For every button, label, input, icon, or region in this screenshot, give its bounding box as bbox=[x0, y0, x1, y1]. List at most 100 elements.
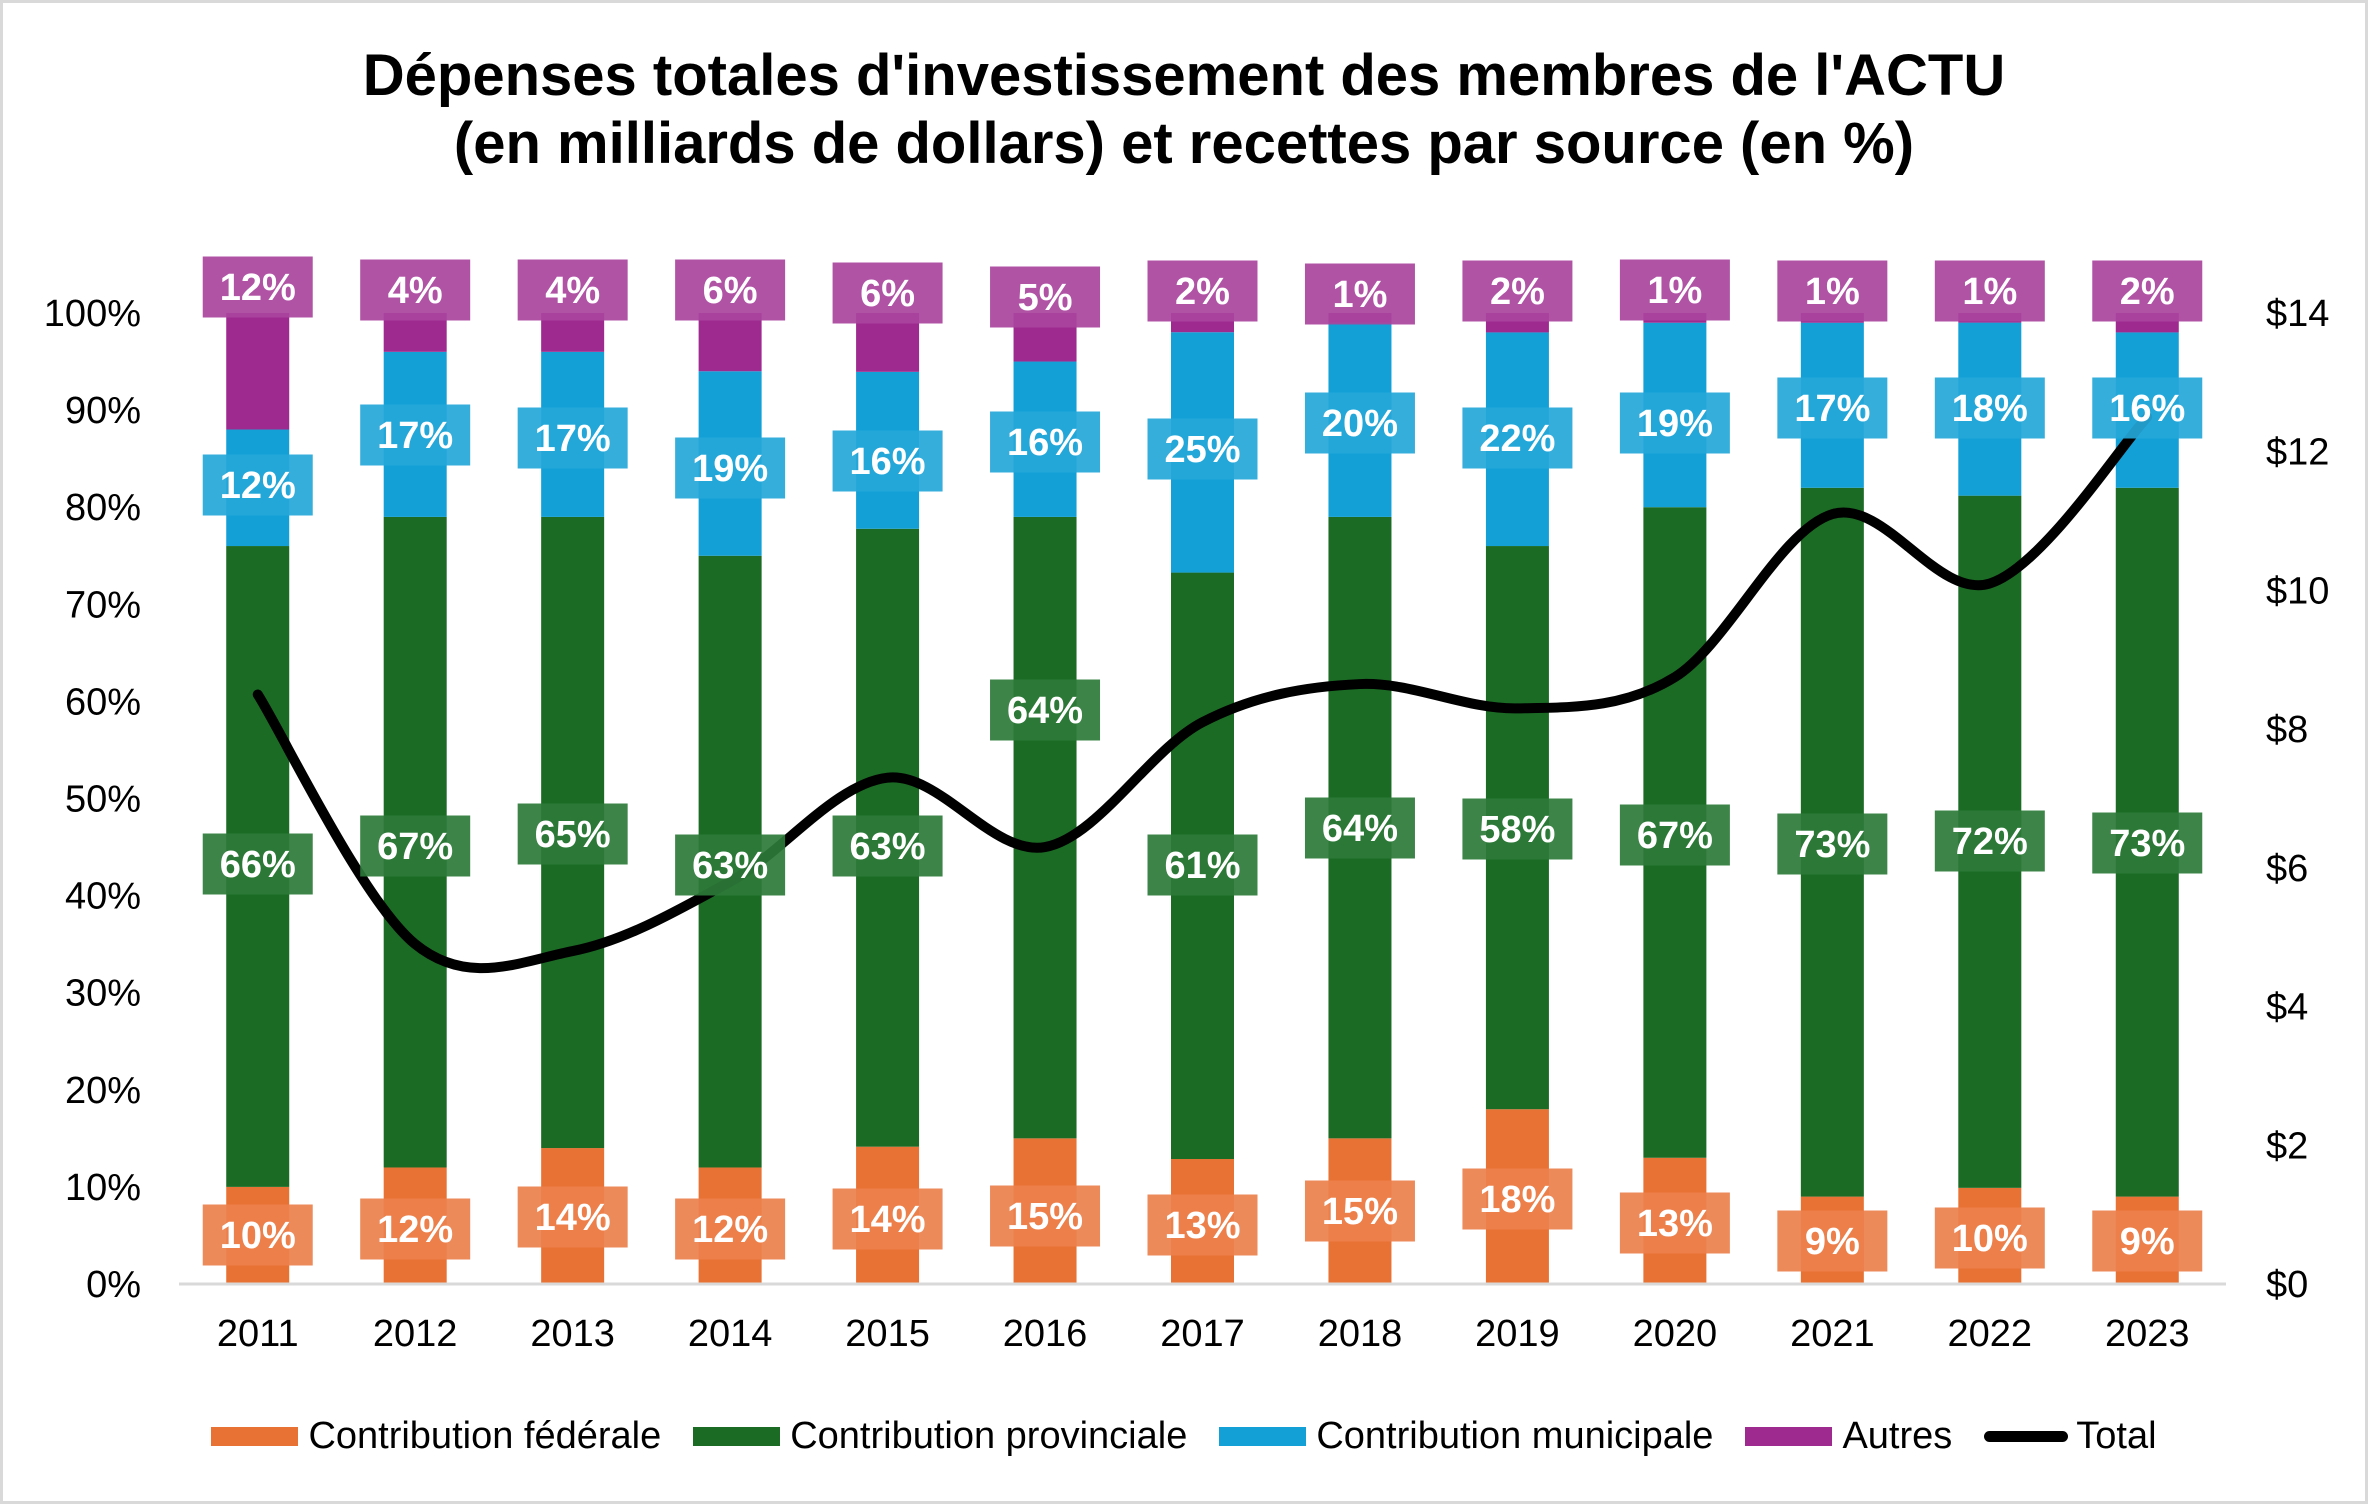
data-label-box-provincial-2020 bbox=[1619, 804, 1730, 866]
y-right-tick-label: $12 bbox=[2266, 432, 2329, 474]
data-label-other-2017: 2% bbox=[1175, 271, 1230, 313]
data-label-box-municipal-2022 bbox=[1934, 377, 2045, 439]
y-right-tick-label: $14 bbox=[2266, 293, 2329, 335]
data-label-other-2012: 4% bbox=[388, 270, 443, 312]
legend-item-total[interactable]: Total bbox=[1984, 1414, 2157, 1458]
data-label-box-municipal-2015 bbox=[832, 430, 943, 492]
data-label-box-municipal-2018 bbox=[1304, 392, 1415, 454]
y-right-tick-label: $8 bbox=[2266, 709, 2308, 751]
y-right-tick-label: $6 bbox=[2266, 848, 2308, 890]
data-label-box-other-2017 bbox=[1147, 260, 1258, 322]
data-label-provincial-2015: 63% bbox=[850, 826, 926, 868]
legend-swatch-other bbox=[1745, 1426, 1833, 1446]
data-label-federal-2020: 13% bbox=[1637, 1203, 1713, 1245]
data-label-box-federal-2018 bbox=[1304, 1180, 1415, 1242]
data-label-other-2016: 5% bbox=[1018, 277, 1073, 319]
y-left-tick-label: 30% bbox=[65, 973, 141, 1015]
data-label-box-municipal-2011 bbox=[202, 454, 313, 516]
legend-label-total: Total bbox=[2076, 1414, 2157, 1457]
y-left-tick-label: 100% bbox=[44, 293, 141, 335]
data-labels-layer: 10% 12% 14% 12% 14% 15% 13% 15% 18% 13% 9% 10% 9% 66%… bbox=[202, 256, 2203, 1272]
data-label-provincial-2023: 73% bbox=[2109, 823, 2185, 865]
data-label-box-municipal-2023 bbox=[2092, 377, 2203, 439]
total-line bbox=[252, 412, 2153, 974]
y-right-tick-label: $10 bbox=[2266, 570, 2329, 612]
y-right-tick-label: $2 bbox=[2266, 1125, 2308, 1167]
data-label-box-municipal-2014 bbox=[675, 437, 786, 499]
y-left-tick-label: 20% bbox=[65, 1070, 141, 1112]
data-label-box-provincial-2019 bbox=[1462, 798, 1573, 860]
data-label-box-other-2022 bbox=[1934, 260, 2045, 322]
x-tick-label-2014: 2014 bbox=[688, 1313, 773, 1355]
y-right-tick-label: $0 bbox=[2266, 1264, 2308, 1306]
data-label-municipal-2014: 19% bbox=[692, 448, 768, 490]
data-label-box-federal-2019 bbox=[1462, 1168, 1573, 1230]
chart-title-line-2: (en milliards de dollars) et recettes pa… bbox=[453, 111, 1915, 176]
data-label-box-municipal-2017 bbox=[1147, 418, 1258, 480]
data-label-box-municipal-2012 bbox=[360, 404, 471, 466]
data-label-federal-2014: 12% bbox=[692, 1209, 768, 1251]
data-label-box-federal-2012 bbox=[360, 1198, 471, 1260]
data-label-box-other-2019 bbox=[1462, 260, 1573, 322]
y-left-tick-label: 40% bbox=[65, 876, 141, 918]
x-tick-label-2023: 2023 bbox=[2105, 1313, 2190, 1355]
data-label-box-federal-2020 bbox=[1619, 1192, 1730, 1254]
bar-segment-provincial-2016 bbox=[1013, 516, 1077, 1139]
data-label-municipal-2021: 17% bbox=[1794, 388, 1870, 430]
data-label-box-provincial-2022 bbox=[1934, 810, 2045, 872]
x-tick-label-2012: 2012 bbox=[373, 1313, 458, 1355]
data-label-provincial-2021: 73% bbox=[1794, 824, 1870, 866]
data-label-federal-2018: 15% bbox=[1322, 1191, 1398, 1233]
y-left-tick-label: 80% bbox=[65, 487, 141, 529]
data-label-provincial-2014: 63% bbox=[692, 845, 768, 887]
data-label-other-2013: 4% bbox=[545, 270, 600, 312]
data-label-box-federal-2022 bbox=[1934, 1207, 2045, 1269]
data-label-box-other-2016 bbox=[990, 266, 1101, 328]
data-label-municipal-2018: 20% bbox=[1322, 403, 1398, 445]
legend-item-federal[interactable]: Contribution fédérale bbox=[211, 1415, 661, 1458]
data-label-box-provincial-2023 bbox=[2092, 812, 2203, 874]
data-label-box-federal-2015 bbox=[832, 1188, 943, 1250]
data-label-box-municipal-2020 bbox=[1619, 392, 1730, 454]
data-label-box-other-2014 bbox=[675, 259, 786, 321]
chart-title-line-1: Dépenses totales d'investissement des me… bbox=[362, 43, 2006, 108]
data-label-box-other-2011 bbox=[202, 256, 313, 318]
legend-swatch-municipal bbox=[1219, 1426, 1307, 1446]
data-label-box-provincial-2016 bbox=[990, 679, 1101, 741]
y-left-tick-label: 90% bbox=[65, 390, 141, 432]
data-label-box-federal-2011 bbox=[202, 1204, 313, 1266]
data-label-federal-2015: 14% bbox=[850, 1199, 926, 1241]
data-label-municipal-2022: 18% bbox=[1952, 388, 2028, 430]
legend: Contribution fédérale Contribution provi… bbox=[0, 1408, 2368, 1464]
data-label-federal-2016: 15% bbox=[1007, 1196, 1083, 1238]
legend-label-other: Autres bbox=[1842, 1414, 1953, 1457]
data-label-municipal-2020: 19% bbox=[1637, 403, 1713, 445]
data-label-other-2018: 1% bbox=[1333, 274, 1388, 316]
x-tick-label-2022: 2022 bbox=[1948, 1313, 2033, 1355]
bar-segment-other-2014 bbox=[698, 313, 762, 372]
data-label-other-2019: 2% bbox=[1490, 271, 1545, 313]
legend-item-other[interactable]: Autres bbox=[1745, 1415, 1952, 1458]
x-tick-label-2021: 2021 bbox=[1790, 1313, 1875, 1355]
legend-item-provincial[interactable]: Contribution provinciale bbox=[693, 1415, 1187, 1458]
data-label-provincial-2016: 64% bbox=[1007, 690, 1083, 732]
data-label-federal-2012: 12% bbox=[377, 1209, 453, 1251]
y-left-tick-label: 70% bbox=[65, 584, 141, 626]
data-label-municipal-2012: 17% bbox=[377, 415, 453, 457]
data-label-provincial-2018: 64% bbox=[1322, 808, 1398, 850]
data-label-federal-2013: 14% bbox=[535, 1197, 611, 1239]
chart-title: Dépenses totales d'investissement des me… bbox=[0, 42, 2368, 178]
data-label-box-other-2023 bbox=[2092, 260, 2203, 322]
legend-item-municipal[interactable]: Contribution municipale bbox=[1219, 1415, 1713, 1458]
x-tick-label-2013: 2013 bbox=[530, 1313, 615, 1355]
data-label-other-2022: 1% bbox=[1962, 271, 2017, 313]
x-tick-label-2016: 2016 bbox=[1003, 1313, 1088, 1355]
data-label-box-federal-2013 bbox=[517, 1186, 628, 1248]
legend-swatch-total-line bbox=[1984, 1430, 2069, 1442]
data-label-box-federal-2021 bbox=[1777, 1210, 1888, 1272]
data-label-provincial-2019: 58% bbox=[1479, 809, 1555, 851]
data-label-box-municipal-2016 bbox=[990, 411, 1101, 473]
data-label-provincial-2022: 72% bbox=[1952, 821, 2028, 863]
tick-labels-layer: 2011 2012 2013 2014 2015 2016 2017 2018 2019 2020… bbox=[44, 293, 2330, 1355]
data-label-municipal-2011: 12% bbox=[220, 465, 296, 507]
